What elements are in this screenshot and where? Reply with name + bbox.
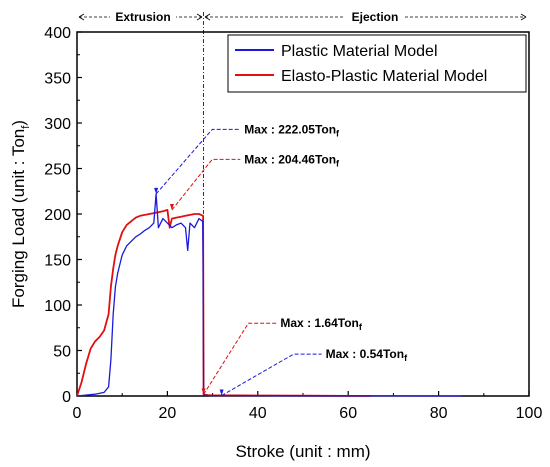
annotation-label: Max : 0.54Tonf [326, 347, 408, 363]
annotation-leader-line [155, 128, 241, 195]
x-tick-label: 40 [249, 405, 267, 422]
annotation-label: Max : 222.05Tonf [244, 122, 340, 138]
y-axis-title: Forging Load (unit : Tonf) [9, 120, 32, 308]
annotation-label: Max : 1.64Tonf [280, 316, 362, 332]
series-line-plastic [76, 193, 462, 397]
x-tick-label: 100 [516, 405, 543, 422]
annotation-arrowhead [169, 203, 174, 210]
annotation-layer: Max : 222.05Tonf Max : 204.46Tonf Max : 1.… [154, 122, 408, 396]
legend-label-plastic: Plastic Material Model [281, 43, 438, 60]
y-tick-label: 300 [44, 116, 71, 133]
phase-label-extrusion: Extrusion [115, 10, 170, 24]
y-tick-label: 350 [44, 71, 71, 88]
y-tick-label: 200 [44, 207, 71, 224]
series-layer [76, 193, 462, 397]
x-axis-title: Stroke (unit : mm) [235, 442, 370, 461]
legend-label-elasto-plastic: Elasto-Plastic Material Model [281, 68, 487, 85]
legend: Plastic Material Model Elasto-Plastic Ma… [227, 34, 527, 93]
y-tick-label: 100 [44, 298, 71, 315]
annotation-1: Max : 204.46Tonf [169, 152, 340, 211]
annotation-leader-line [221, 353, 322, 396]
y-tick-label: 250 [44, 162, 71, 179]
annotation-leader-line [171, 158, 241, 211]
x-tick-label: 60 [339, 405, 357, 422]
annotation-arrowhead [201, 388, 206, 395]
phase-ejection-bracket: Ejection [204, 9, 527, 24]
x-axis: 0 20 40 60 80 100 [73, 391, 543, 422]
phase-extrusion-bracket: Extrusion [78, 9, 203, 24]
x-tick-label: 80 [430, 405, 448, 422]
annotation-arrowhead [154, 187, 159, 194]
phase-label-ejection: Ejection [352, 10, 399, 24]
annotation-label: Max : 204.46Tonf [244, 152, 340, 168]
annotation-2: Max : 1.64Tonf [201, 316, 363, 395]
y-tick-label: 0 [62, 389, 71, 406]
y-axis: 0 50 100 150 200 250 300 350 400 [44, 25, 82, 406]
series-line-elasto-plastic [76, 208, 371, 397]
x-tick-label: 0 [73, 405, 82, 422]
annotation-arrowhead [219, 389, 224, 396]
annotation-leader-line [203, 322, 277, 395]
annotation-0: Max : 222.05Tonf [154, 122, 340, 195]
y-axis-title-subscript: f [20, 125, 32, 129]
annotation-3: Max : 0.54Tonf [219, 347, 408, 396]
y-tick-label: 50 [53, 344, 71, 361]
y-tick-label: 150 [44, 253, 71, 270]
legend-box [227, 34, 527, 93]
x-tick-label: 20 [159, 405, 177, 422]
y-tick-label: 400 [44, 25, 71, 42]
